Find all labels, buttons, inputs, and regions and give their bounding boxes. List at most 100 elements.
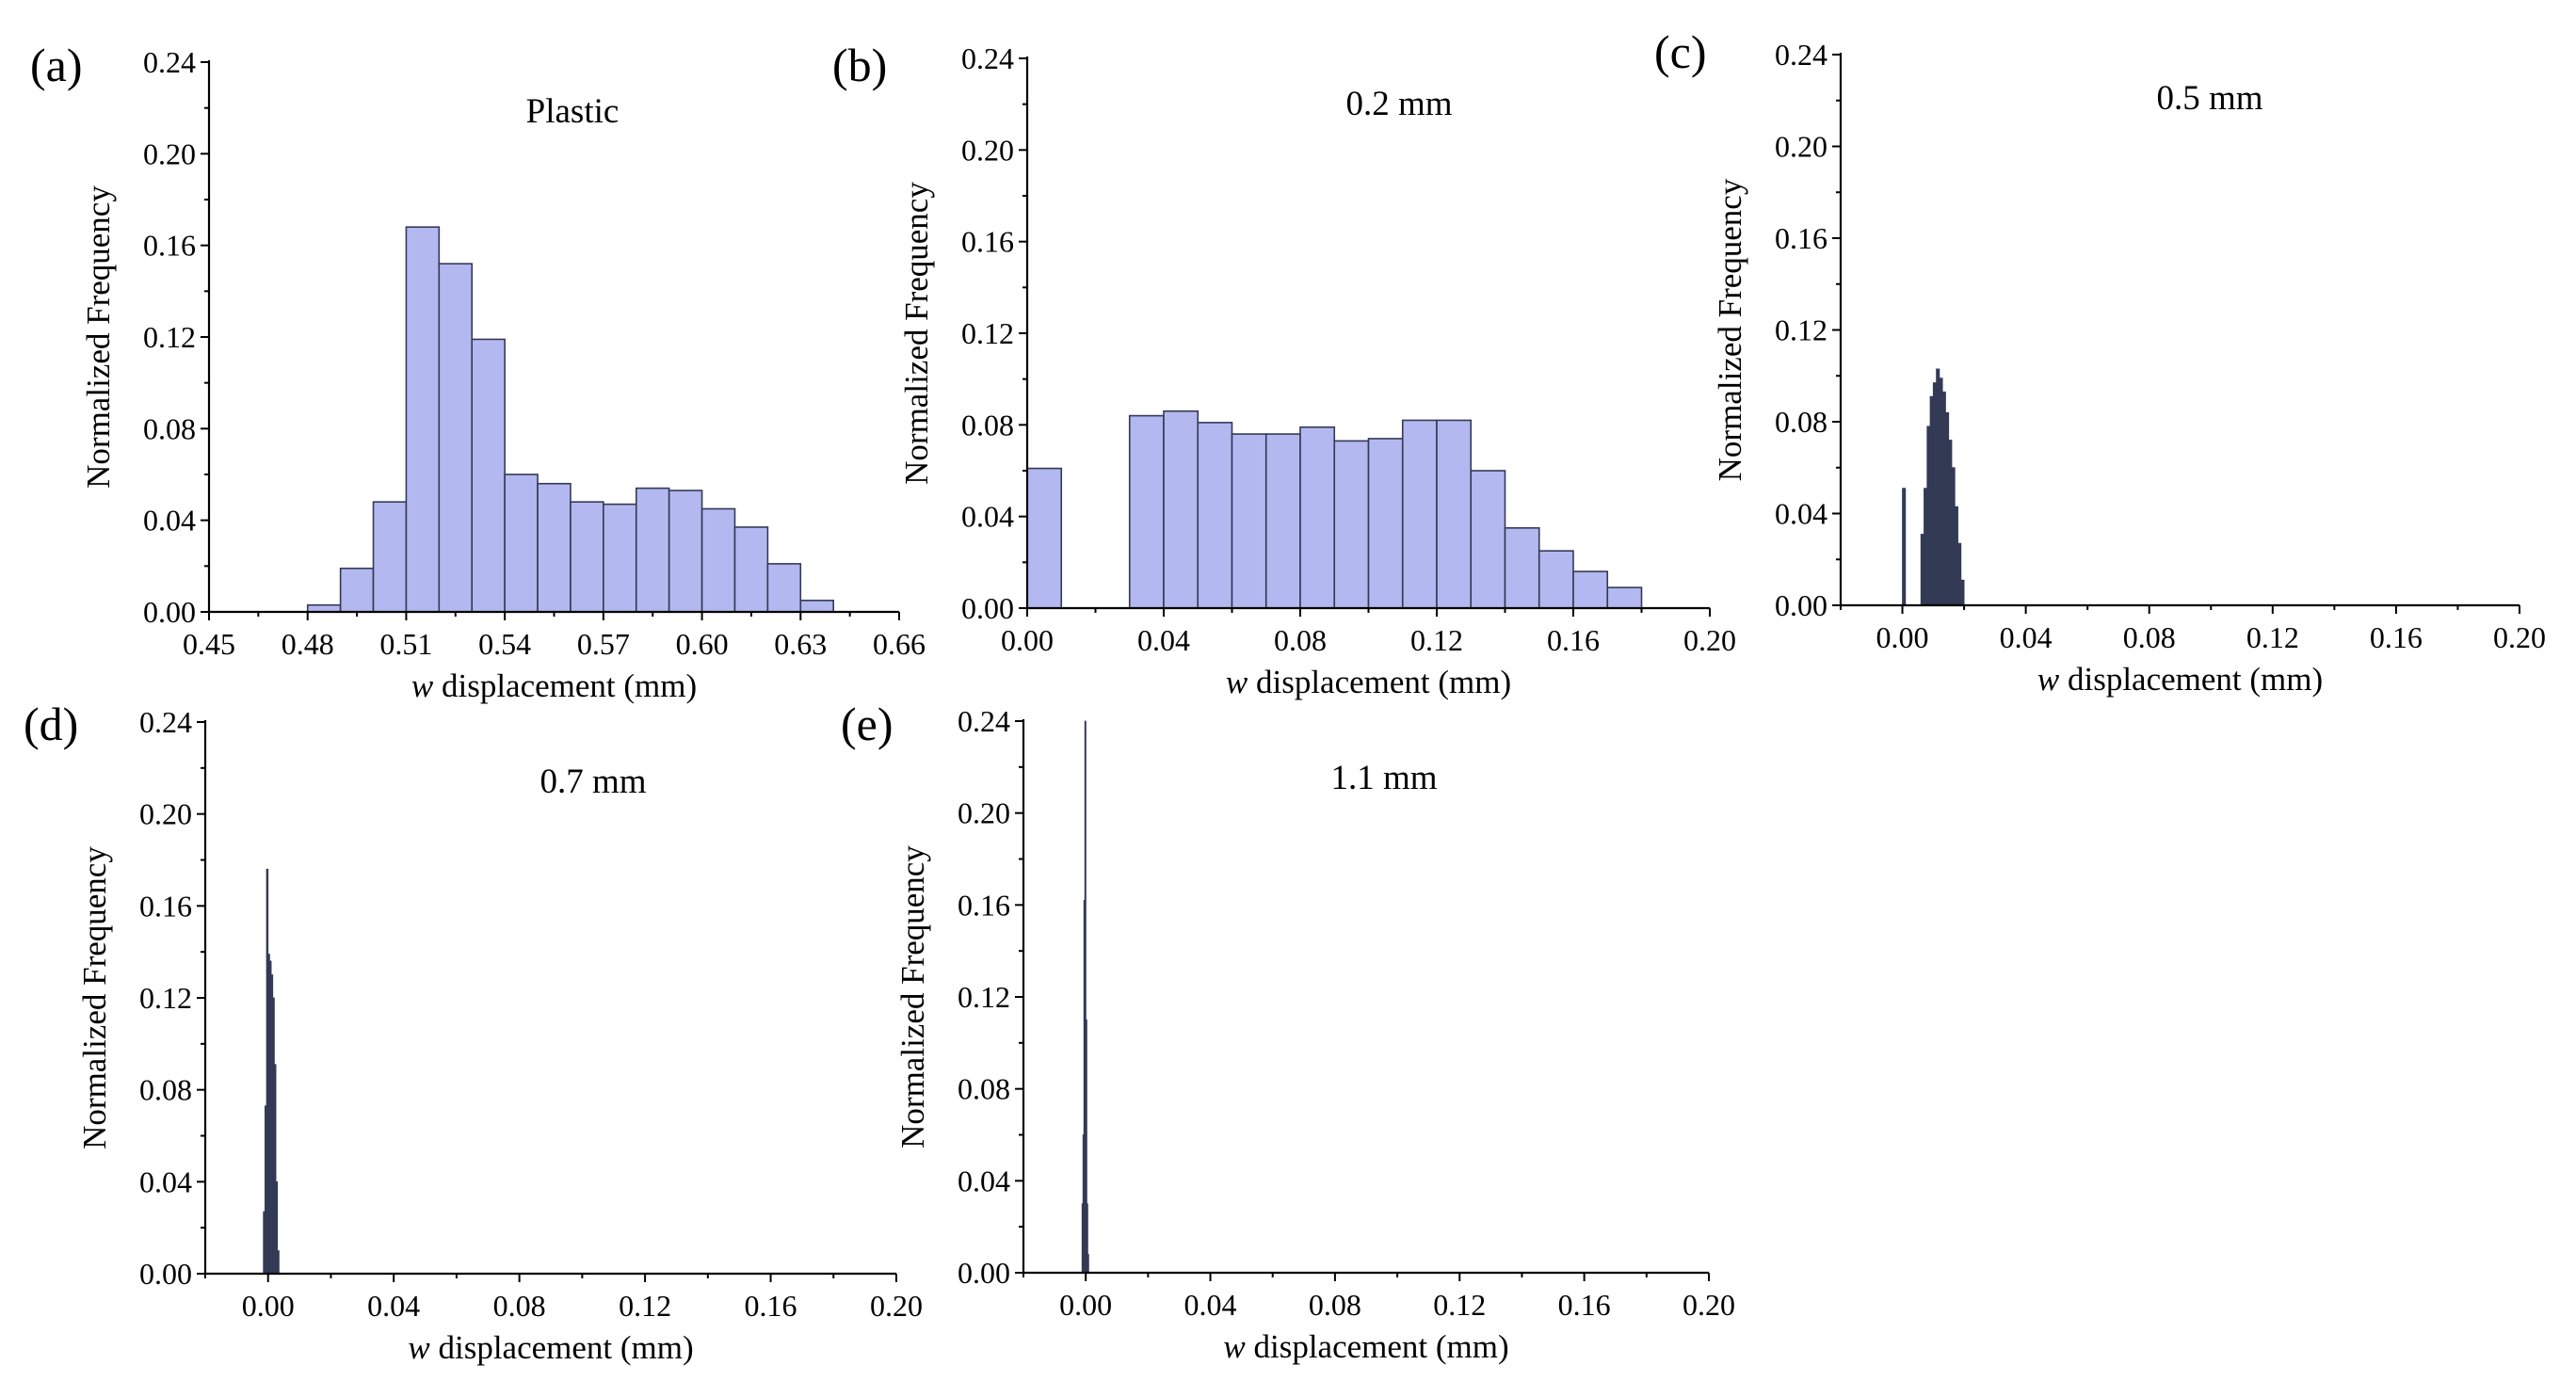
y-tick-label: 0.24 bbox=[961, 41, 1014, 75]
y-tick-label: 0.08 bbox=[1775, 405, 1827, 439]
x-axis-title-text: displacement (mm) bbox=[1246, 1328, 1509, 1365]
x-axis-title-variable: w bbox=[2037, 661, 2060, 698]
y-axis-title: Normalized Frequency bbox=[1712, 178, 1748, 481]
x-axis-title-text: displacement (mm) bbox=[2059, 661, 2323, 698]
y-tick-label: 0.04 bbox=[958, 1164, 1010, 1197]
histogram-bar-10 bbox=[1948, 440, 1953, 606]
y-tick-label: 0.16 bbox=[139, 889, 192, 923]
y-axis-title: Normalized Frequency bbox=[76, 846, 113, 1149]
y-tick-label: 0.08 bbox=[961, 408, 1014, 442]
x-tick-label: 0.04 bbox=[2000, 620, 2053, 654]
panel-label: (c) bbox=[1654, 25, 1707, 78]
panel-title: 0.7 mm bbox=[539, 763, 646, 801]
histogram-bar-9 bbox=[1333, 440, 1370, 609]
x-tick-label: 0.08 bbox=[1274, 623, 1327, 657]
x-axis-title: w displacement (mm) bbox=[411, 667, 697, 704]
y-tick-label: 0.04 bbox=[1775, 497, 1827, 531]
histogram-bar-11 bbox=[668, 490, 703, 613]
histogram-bar-0 bbox=[1026, 467, 1063, 609]
y-tick-label: 0.00 bbox=[1775, 588, 1827, 622]
x-axis-title-text: displacement (mm) bbox=[1248, 664, 1511, 700]
x-tick-label: 0.20 bbox=[1682, 1288, 1735, 1322]
y-tick-label: 0.12 bbox=[961, 316, 1014, 350]
histogram-bar-7 bbox=[537, 482, 572, 613]
panel-c-histogram: 0.00 0.04 0.08 0.12 0.16 0.20 0.24 0.00 0.04 0.08… bbox=[1654, 25, 2546, 698]
histogram-bar-17 bbox=[1606, 586, 1643, 609]
x-tick-label: 0.57 bbox=[577, 627, 630, 661]
bars bbox=[1902, 368, 1965, 606]
panel-title: 0.2 mm bbox=[1345, 85, 1452, 123]
histogram-bar-3 bbox=[1128, 414, 1165, 609]
panel-e-histogram: 0.00 0.04 0.08 0.12 0.16 0.20 0.24 0.00 0.04 0.08… bbox=[841, 698, 1735, 1365]
histogram-bar-5 bbox=[471, 338, 506, 613]
x-tick-label: 0.12 bbox=[1410, 623, 1463, 657]
x-axis-title-variable: w bbox=[408, 1329, 430, 1366]
histogram-bar-7 bbox=[1264, 433, 1301, 609]
x-axis-title: w displacement (mm) bbox=[408, 1329, 693, 1366]
x-tick-label: 0.66 bbox=[873, 627, 926, 661]
histogram-bar-11 bbox=[1401, 419, 1438, 609]
y-tick-label: 0.16 bbox=[143, 229, 196, 263]
histogram-bar-4 bbox=[1929, 395, 1934, 606]
histogram-bar-9 bbox=[277, 1250, 280, 1275]
histogram-bar-3 bbox=[1926, 426, 1931, 606]
x-axis-title: w displacement (mm) bbox=[1226, 664, 1511, 700]
histogram-bar-6 bbox=[1936, 368, 1940, 606]
x-tick-label: 0.54 bbox=[478, 627, 531, 661]
y-tick-label: 0.20 bbox=[1775, 130, 1827, 164]
x-axis-title-text: displacement (mm) bbox=[433, 667, 697, 704]
histogram-bar-12 bbox=[700, 507, 736, 613]
panel-d-histogram: 0.00 0.04 0.08 0.12 0.16 0.20 0.24 0.00 0.04 0.08… bbox=[24, 698, 923, 1366]
x-tick-label: 0.00 bbox=[1876, 620, 1929, 654]
histogram-bar-2 bbox=[1924, 488, 1928, 606]
y-tick-label: 0.24 bbox=[143, 45, 196, 79]
x-tick-label: 0.12 bbox=[1433, 1288, 1486, 1322]
y-tick-label: 0.00 bbox=[139, 1257, 192, 1291]
x-tick-label: 0.16 bbox=[2370, 620, 2423, 654]
x-axis-title-variable: w bbox=[1223, 1328, 1246, 1365]
histogram-bar-4 bbox=[438, 263, 474, 613]
x-axis-title: w displacement (mm) bbox=[1223, 1328, 1508, 1365]
x-tick-label: 0.48 bbox=[282, 627, 334, 661]
y-tick-label: 0.00 bbox=[961, 591, 1014, 625]
y-tick-label: 0.12 bbox=[1775, 313, 1827, 347]
y-tick-label: 0.16 bbox=[958, 888, 1010, 922]
y-tick-label: 0.12 bbox=[143, 320, 196, 354]
x-axis-title-text: displacement (mm) bbox=[430, 1329, 694, 1366]
x-axis-title: w displacement (mm) bbox=[2037, 661, 2323, 698]
y-tick-label: 0.20 bbox=[143, 136, 196, 170]
x-tick-label: 0.45 bbox=[183, 627, 235, 661]
histogram-bar-9 bbox=[1945, 411, 1950, 606]
histogram-bar-16 bbox=[1572, 570, 1609, 609]
histogram-bar-5 bbox=[1197, 422, 1233, 609]
y-tick-label: 0.00 bbox=[143, 595, 196, 629]
panel-b-histogram: 0.00 0.04 0.08 0.12 0.16 0.20 0.24 0.00 0.04 0.08… bbox=[832, 39, 1736, 700]
x-tick-label: 0.04 bbox=[367, 1289, 420, 1323]
x-tick-label: 0.51 bbox=[379, 627, 432, 661]
bars bbox=[306, 226, 834, 613]
x-axis-title-variable: w bbox=[411, 667, 434, 704]
x-tick-label: 0.00 bbox=[1059, 1288, 1112, 1322]
panel-label: (a) bbox=[30, 39, 83, 91]
y-tick-label: 0.04 bbox=[143, 504, 196, 538]
y-tick-label: 0.24 bbox=[139, 705, 192, 739]
x-tick-label: 0.20 bbox=[870, 1289, 923, 1323]
panel-title: Plastic bbox=[526, 92, 620, 131]
x-tick-label: 0.63 bbox=[774, 627, 827, 661]
y-tick-label: 0.16 bbox=[961, 225, 1014, 259]
panel-label: (e) bbox=[841, 698, 894, 750]
x-tick-label: 0.00 bbox=[1001, 623, 1054, 657]
histogram-bar-14 bbox=[766, 563, 802, 613]
y-tick-label: 0.16 bbox=[1775, 221, 1827, 255]
bars bbox=[1026, 409, 1643, 609]
panel-title: 1.1 mm bbox=[1330, 759, 1437, 797]
bars bbox=[263, 868, 280, 1275]
histogram-bar-13 bbox=[1470, 470, 1506, 609]
x-tick-label: 0.60 bbox=[676, 627, 729, 661]
histogram-bar-1 bbox=[339, 567, 375, 613]
y-tick-label: 0.08 bbox=[958, 1072, 1010, 1106]
y-tick-label: 0.12 bbox=[139, 981, 192, 1015]
bars bbox=[1081, 720, 1089, 1274]
histogram-bar-1 bbox=[1920, 534, 1924, 606]
